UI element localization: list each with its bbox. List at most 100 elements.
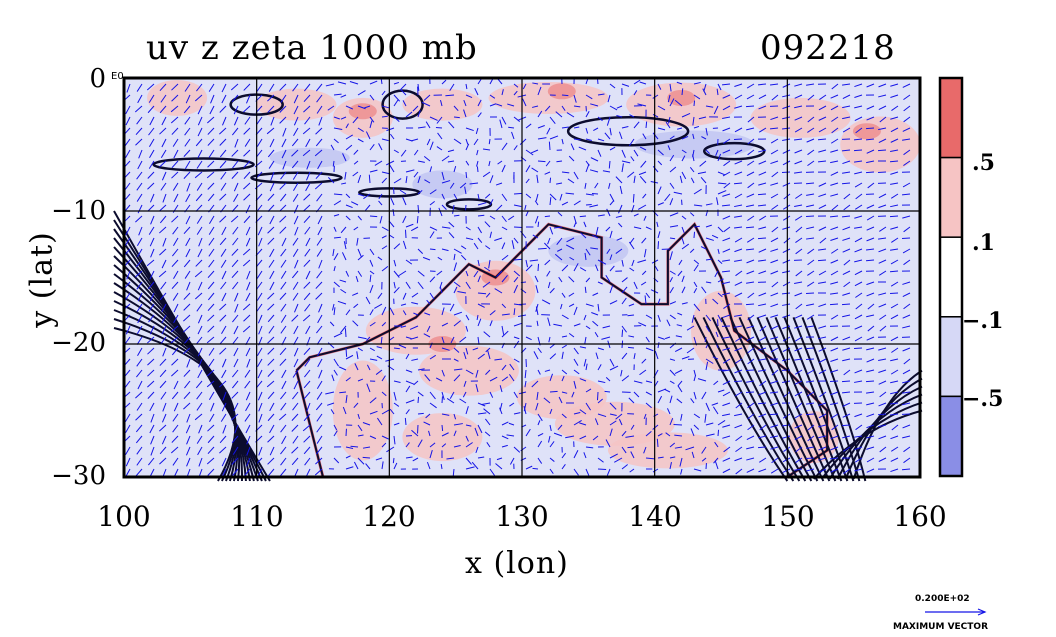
wind-vector (488, 160, 491, 167)
wind-vector (474, 427, 479, 437)
wind-vector (392, 457, 395, 464)
wind-vector (878, 127, 887, 131)
wind-vector (806, 204, 815, 208)
wind-vector (234, 303, 239, 313)
wind-vector (333, 281, 340, 288)
wind-vector (842, 270, 851, 276)
wind-vector (267, 347, 275, 355)
wind-vector (475, 384, 479, 393)
wind-vector (465, 171, 468, 179)
wind-vector (345, 270, 350, 277)
wind-vector (417, 126, 426, 129)
wind-vector (717, 429, 720, 437)
height-contour (810, 317, 867, 482)
wind-vector (573, 380, 577, 389)
wind-vector (890, 204, 899, 208)
wind-vector (267, 369, 275, 377)
wind-vector (329, 321, 335, 327)
wind-vector (621, 149, 626, 158)
wind-vector (378, 200, 383, 206)
wind-vector (405, 380, 415, 385)
wind-vector (638, 322, 647, 327)
wind-vector (627, 314, 635, 317)
wind-vector (606, 248, 611, 254)
wind-vector (425, 121, 431, 129)
wind-vector (459, 182, 467, 189)
wind-vector (381, 138, 389, 142)
wind-vector (843, 193, 851, 200)
wind-vector (807, 127, 815, 133)
wind-vector (269, 182, 275, 192)
wind-vector (219, 215, 227, 223)
wind-vector (854, 435, 863, 438)
vorticity-patch (840, 116, 921, 173)
vorticity-core (348, 103, 377, 120)
wind-vector (161, 138, 167, 148)
wind-vector (172, 182, 179, 191)
wind-vector (794, 358, 803, 361)
wind-vector (633, 90, 638, 96)
wind-vector (585, 111, 590, 118)
wind-vector (674, 446, 683, 449)
wind-vector (376, 346, 383, 349)
wind-vector (452, 204, 455, 214)
wind-vector (747, 149, 755, 156)
wind-vector (534, 215, 539, 224)
wind-vector (665, 432, 671, 437)
wind-vector (609, 230, 613, 239)
wind-vector (197, 446, 203, 456)
wind-vector (794, 204, 803, 208)
wind-vector (549, 177, 552, 184)
wind-vector (597, 259, 607, 265)
wind-vector (405, 369, 413, 373)
wind-vector (465, 325, 469, 332)
wind-vector (405, 353, 410, 360)
wind-vector (303, 435, 311, 443)
wind-vector (501, 435, 509, 440)
wind-vector (713, 380, 719, 386)
wind-vector (413, 380, 419, 386)
wind-vector (758, 369, 767, 372)
wind-vector (633, 79, 641, 85)
wind-vector (628, 241, 635, 250)
wind-vector (903, 226, 911, 233)
wind-vector (477, 424, 483, 434)
wind-vector (758, 391, 767, 396)
wind-vector (267, 435, 275, 443)
wind-vector (219, 380, 227, 388)
wind-vector (879, 325, 887, 332)
wind-vector (734, 105, 743, 109)
y-tick-label: −20 (51, 328, 106, 358)
wind-vector (758, 248, 767, 253)
wind-vector (281, 435, 287, 445)
colorbar-label: −.1 (962, 308, 1004, 334)
wind-vector (197, 127, 203, 137)
wind-vector (183, 303, 191, 311)
wind-vector (583, 358, 587, 367)
wind-vector (829, 215, 839, 218)
wind-vector (878, 457, 887, 462)
wind-vector (465, 270, 469, 277)
wind-vector (136, 369, 143, 378)
wind-vector (194, 94, 203, 102)
wind-vector (424, 179, 431, 184)
wind-vector (477, 353, 485, 360)
wind-vector (417, 110, 421, 118)
wind-vector (465, 347, 469, 355)
wind-vector (453, 105, 459, 112)
wind-vector (549, 390, 558, 393)
wind-vector (866, 391, 875, 394)
wind-vector (453, 358, 459, 362)
wind-vector (734, 215, 743, 218)
wind-vector (135, 127, 143, 136)
wind-vector (782, 358, 791, 362)
wind-vector (303, 391, 311, 400)
wind-vector (585, 277, 591, 283)
wind-vector (674, 369, 683, 375)
wind-vector (134, 105, 143, 113)
wind-vector (664, 336, 671, 340)
wind-vector (854, 369, 863, 374)
wind-vector (843, 204, 851, 211)
wind-vector (782, 281, 791, 287)
